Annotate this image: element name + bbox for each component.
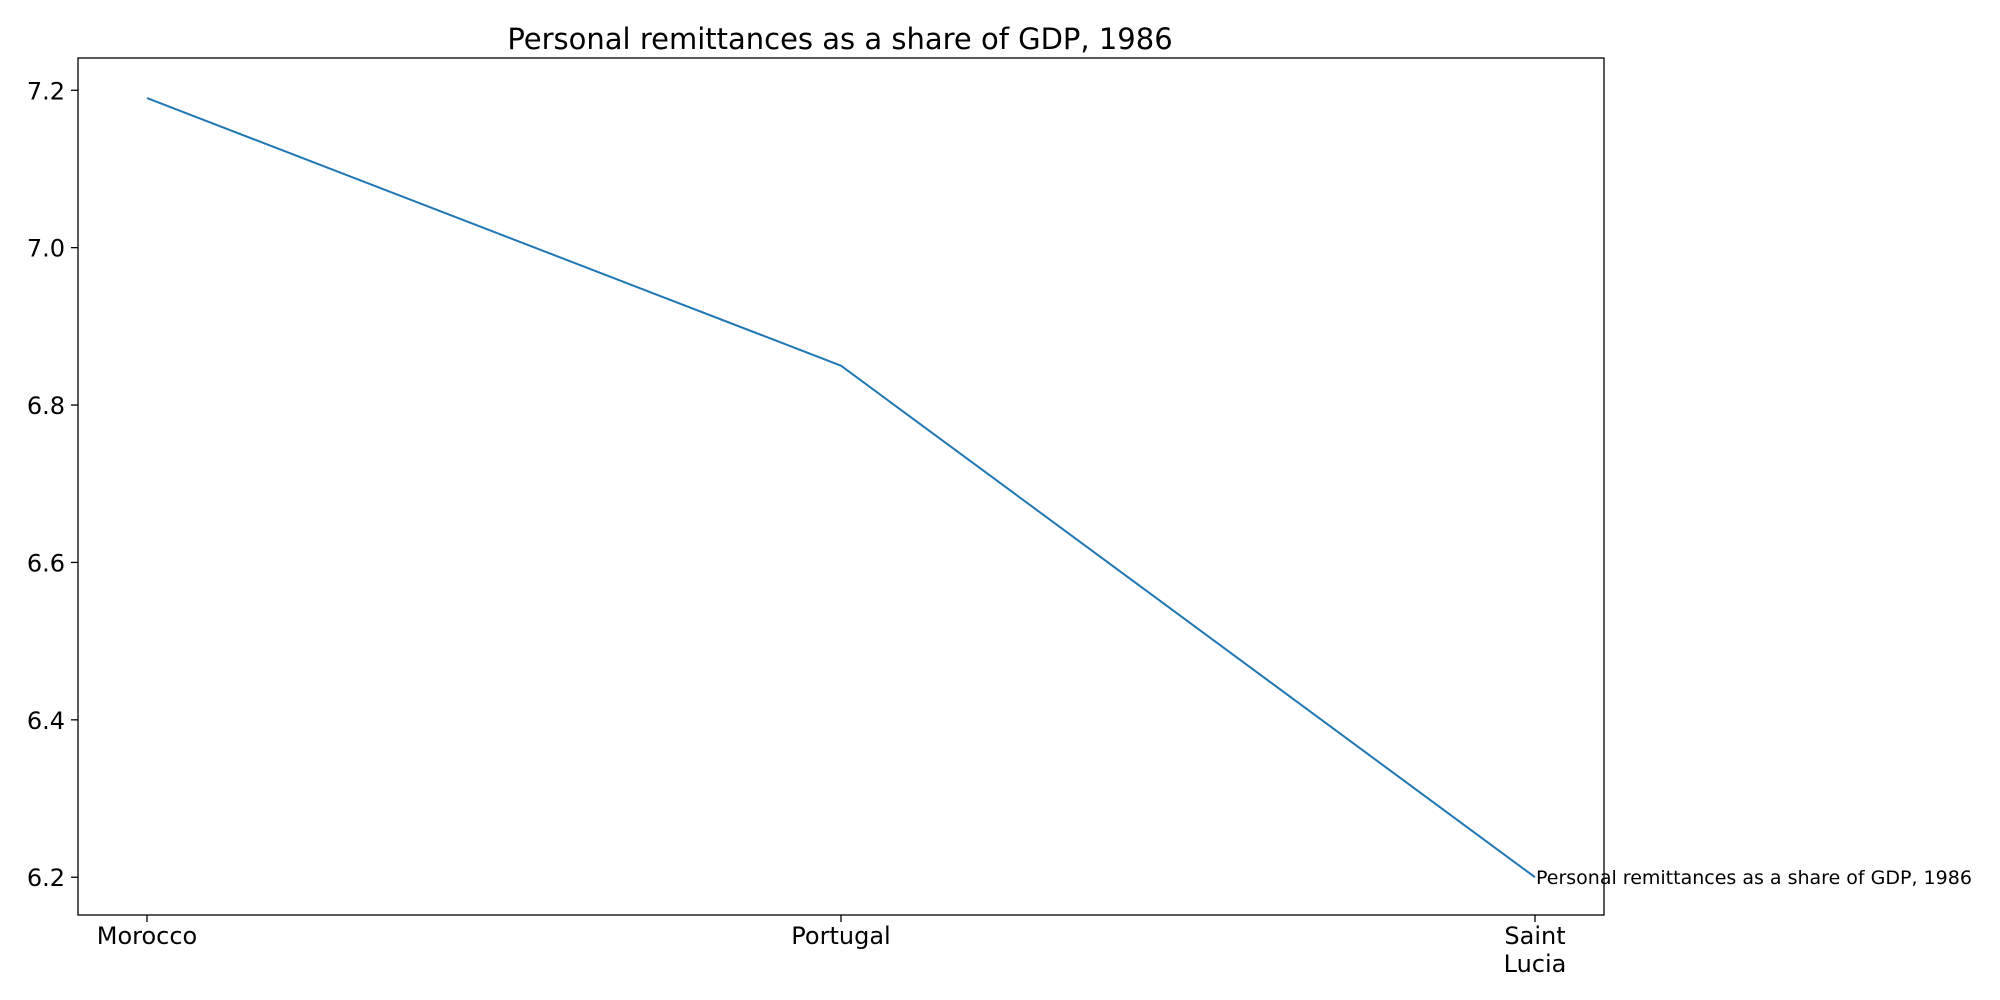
x-tick-label: Saint xyxy=(1504,922,1565,950)
plot-area-frame xyxy=(77,57,1605,916)
y-tick-label: 6.8 xyxy=(27,392,65,420)
series-layer: Personal remittances as a share of GDP, … xyxy=(146,97,1972,889)
x-tick-label: Portugal xyxy=(791,922,890,950)
y-tick-label: 6.4 xyxy=(27,707,65,735)
y-tick-label: 6.2 xyxy=(27,864,65,892)
series-line xyxy=(146,97,1536,879)
x-tick-label: Lucia xyxy=(1504,950,1567,978)
series-end-label: Personal remittances as a share of GDP, … xyxy=(1536,867,1972,889)
y-tick-label: 6.6 xyxy=(27,549,65,577)
y-tick-label: 7.0 xyxy=(27,235,65,263)
y-tick-label: 7.2 xyxy=(27,77,65,105)
x-tick-label: Morocco xyxy=(97,922,198,950)
y-axis: 6.2 6.4 6.6 6.8 7.0 7.2 xyxy=(27,77,78,892)
chart-title: Personal remittances as a share of GDP, … xyxy=(507,22,1172,56)
